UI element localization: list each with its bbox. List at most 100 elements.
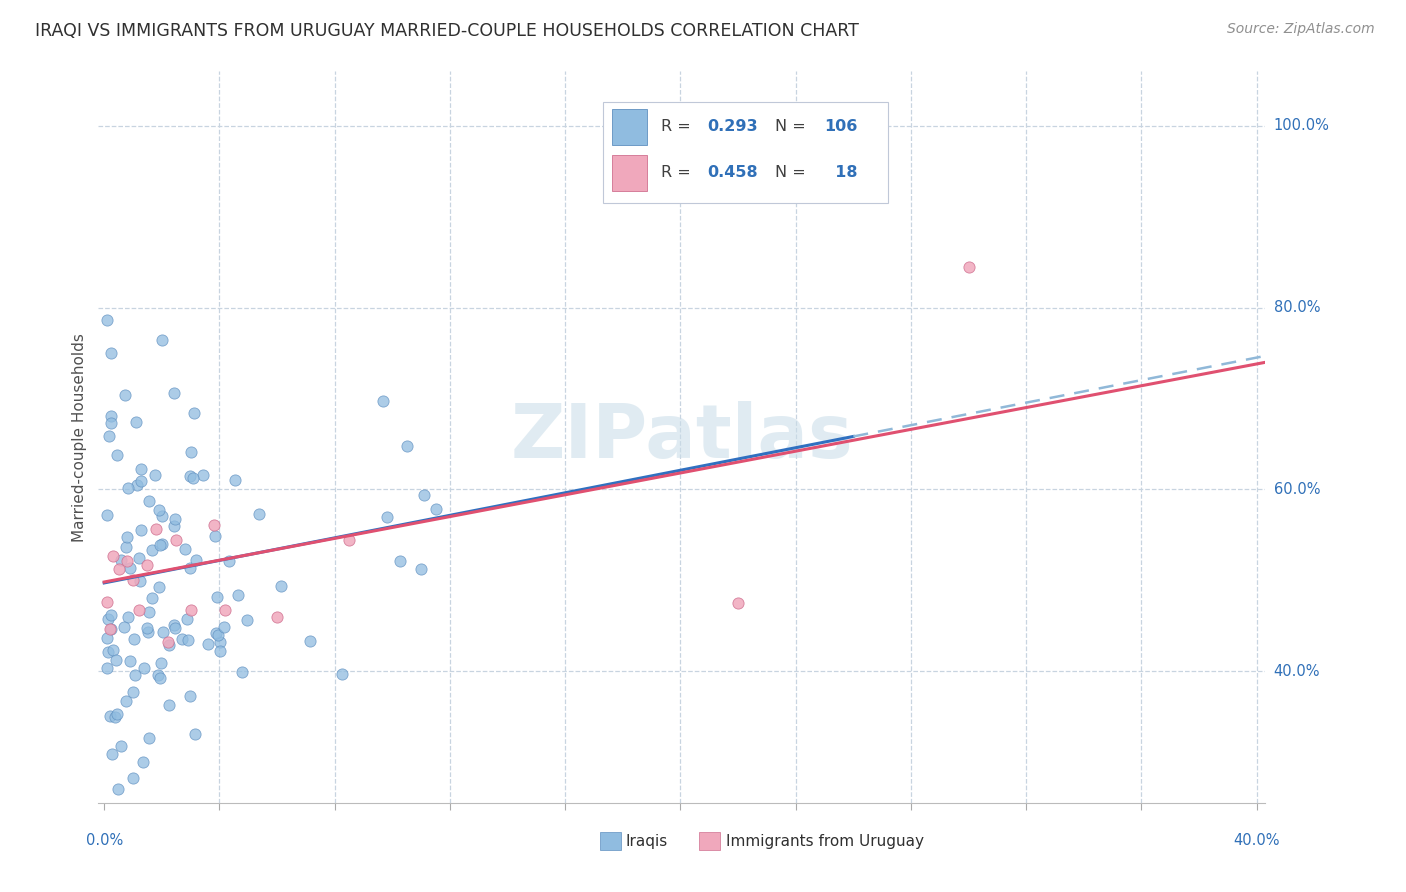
Text: 100.0%: 100.0% (1274, 119, 1330, 134)
Point (100, 622, 122, 636)
Point (148, 580, 170, 594)
Point (228, 588, 250, 602)
Text: Immigrants from Uruguay: Immigrants from Uruguay (727, 834, 924, 849)
Point (105, 706, 128, 721)
Point (184, 553, 207, 567)
Point (100, 409, 122, 424)
Point (98, 708, 121, 723)
Point (141, 543, 163, 558)
Point (150, 333, 173, 347)
Point (162, 617, 184, 632)
Point (136, 624, 159, 639)
Point (332, 666, 354, 681)
Point (118, 654, 141, 668)
Point (375, 510, 398, 524)
Point (425, 501, 447, 516)
Point (204, 529, 226, 543)
Point (105, 653, 128, 667)
Bar (612, 155, 647, 191)
Point (208, 634, 231, 648)
Point (105, 448, 128, 462)
Point (107, 562, 129, 576)
Y-axis label: Married-couple Households: Married-couple Households (72, 333, 87, 541)
Point (205, 626, 228, 640)
Point (727, 596, 749, 610)
Point (179, 468, 201, 483)
Point (218, 553, 240, 567)
Point (138, 731, 160, 745)
Point (181, 471, 204, 485)
Point (149, 671, 172, 685)
Point (117, 609, 139, 624)
Point (235, 613, 257, 627)
Point (101, 642, 124, 657)
Point (96, 595, 118, 609)
Bar (699, 832, 720, 850)
Point (157, 638, 180, 652)
Point (214, 620, 236, 634)
Point (110, 739, 132, 754)
Point (337, 533, 360, 548)
Point (183, 406, 205, 420)
Text: IRAQI VS IMMIGRANTS FROM URUGUAY MARRIED-COUPLE HOUSEHOLDS CORRELATION CHART: IRAQI VS IMMIGRANTS FROM URUGUAY MARRIED… (35, 22, 859, 40)
Point (179, 561, 201, 575)
FancyBboxPatch shape (603, 102, 889, 203)
Point (117, 530, 139, 544)
Point (110, 553, 132, 567)
Point (117, 481, 139, 495)
Point (122, 771, 145, 785)
Point (191, 468, 214, 483)
Text: 80.0%: 80.0% (1274, 300, 1320, 315)
Text: ZIPatlas: ZIPatlas (510, 401, 853, 474)
Point (266, 609, 288, 624)
Point (132, 755, 155, 769)
Text: N =: N = (775, 119, 811, 134)
Point (208, 644, 231, 658)
Point (138, 494, 160, 508)
Point (172, 632, 194, 646)
Text: Source: ZipAtlas.com: Source: ZipAtlas.com (1227, 22, 1375, 37)
Point (148, 668, 170, 682)
Point (145, 522, 167, 536)
Point (100, 417, 122, 431)
Point (177, 632, 200, 647)
Point (107, 782, 129, 797)
Point (138, 606, 160, 620)
Point (114, 388, 136, 402)
Point (97, 428, 120, 442)
Point (214, 603, 236, 617)
Point (409, 562, 432, 576)
Point (115, 554, 138, 568)
Text: R =: R = (661, 165, 696, 180)
Point (165, 533, 187, 547)
Point (112, 620, 135, 634)
Point (129, 462, 152, 476)
Point (122, 632, 145, 646)
Text: 0.458: 0.458 (707, 165, 758, 180)
Point (150, 656, 173, 670)
Point (148, 502, 170, 516)
Point (143, 467, 166, 482)
Point (202, 518, 225, 533)
Point (122, 684, 145, 698)
Text: Iraqis: Iraqis (626, 834, 668, 849)
Point (96, 631, 118, 645)
Point (176, 611, 198, 625)
Point (124, 668, 146, 682)
Point (115, 540, 138, 554)
Point (100, 346, 122, 360)
Point (159, 698, 181, 712)
Point (957, 260, 980, 274)
Point (97, 612, 120, 626)
Text: R =: R = (661, 119, 696, 134)
Point (122, 573, 145, 587)
Point (136, 558, 159, 572)
Point (103, 710, 125, 724)
Point (231, 665, 253, 680)
Text: 18: 18 (824, 165, 858, 180)
Point (174, 542, 197, 557)
Point (180, 445, 202, 459)
Point (96, 661, 118, 675)
Point (115, 694, 138, 708)
Point (205, 590, 228, 604)
